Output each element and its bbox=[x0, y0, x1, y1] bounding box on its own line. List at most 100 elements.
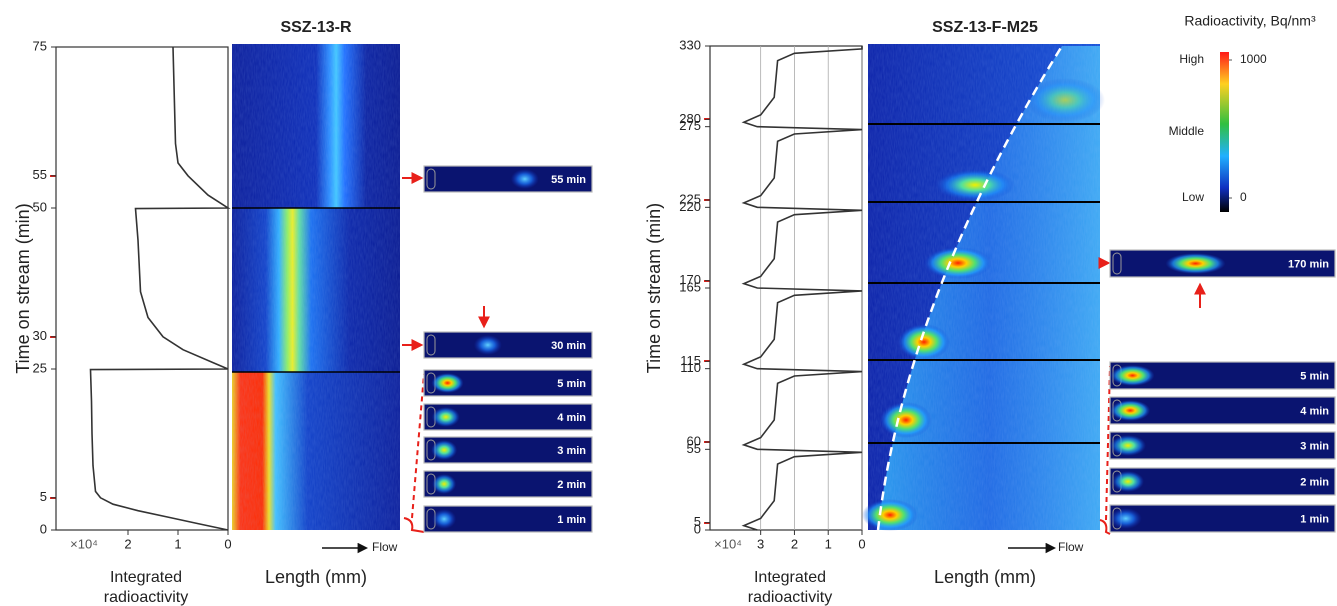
inset-image: 4 min bbox=[1109, 396, 1336, 425]
plot-frame bbox=[55, 46, 229, 531]
data-line bbox=[741, 46, 863, 531]
inset-spot bbox=[1109, 508, 1142, 529]
y-tick-label: 50 bbox=[33, 199, 47, 214]
colorbar-tick-label: 0 bbox=[1240, 190, 1247, 204]
colorbar-tick-label: 1000 bbox=[1240, 52, 1267, 66]
heatmap-left bbox=[232, 44, 400, 530]
inset-image: 30 min bbox=[423, 331, 593, 359]
inset-image: 5 min bbox=[423, 369, 593, 397]
y-tick-label: 280 bbox=[679, 111, 701, 126]
inset-bg bbox=[1109, 467, 1336, 496]
inset-label: 55 min bbox=[551, 174, 586, 186]
x-axis-label: radioactivity bbox=[748, 589, 832, 606]
inset-spot bbox=[432, 509, 457, 529]
inset-image: 2 min bbox=[1109, 467, 1336, 496]
heatmap-x-label: Length (mm) bbox=[265, 567, 367, 587]
inset-bg bbox=[423, 165, 593, 193]
y-tick-label: 170 bbox=[679, 272, 701, 287]
inset-label: 2 min bbox=[1300, 476, 1329, 488]
colorbar-middle: Middle bbox=[1169, 124, 1205, 138]
y-tick-label: 225 bbox=[679, 191, 701, 206]
heatmap-x-label: Length (mm) bbox=[934, 567, 1036, 587]
x-tick-label: 3 bbox=[757, 536, 764, 551]
inset-spot bbox=[1110, 400, 1151, 421]
inset-label: 2 min bbox=[557, 479, 586, 491]
flow-label: Flow bbox=[1058, 540, 1084, 554]
y-tick-label: 220 bbox=[679, 199, 701, 214]
y-axis-label: Time on stream (min) bbox=[13, 203, 33, 373]
colorbar-low: Low bbox=[1182, 190, 1204, 204]
y-tick-label: 55 bbox=[687, 441, 701, 456]
inset-spot bbox=[1165, 253, 1226, 274]
inset-spot bbox=[431, 373, 464, 393]
data-line bbox=[89, 46, 231, 531]
inset-image: 5 min bbox=[1109, 361, 1336, 390]
inset-spot bbox=[1110, 435, 1146, 456]
x-axis-label: radioactivity bbox=[104, 589, 188, 606]
inset-label: 170 min bbox=[1288, 258, 1329, 270]
inset-label: 3 min bbox=[1300, 440, 1329, 452]
y-tick-label: 30 bbox=[33, 328, 47, 343]
inset-image: 4 min bbox=[423, 403, 593, 431]
inset-image: 3 min bbox=[1109, 431, 1336, 460]
inset-spot bbox=[473, 335, 502, 355]
y-tick-label: 275 bbox=[679, 118, 701, 133]
inset-spot bbox=[432, 474, 457, 494]
inset-label: 1 min bbox=[557, 514, 586, 526]
y-tick-label: 75 bbox=[33, 38, 47, 53]
y-tick-label: 5 bbox=[694, 514, 701, 529]
inset-cap bbox=[426, 168, 436, 190]
inset-image: 55 min bbox=[423, 165, 593, 193]
inset-spot bbox=[510, 169, 539, 189]
inset-image: 1 min bbox=[1109, 504, 1336, 533]
inset-spot bbox=[431, 407, 460, 427]
y-tick-label: 60 bbox=[687, 433, 701, 448]
x-axis-label: Integrated bbox=[754, 569, 826, 586]
x-multiplier: ×10⁴ bbox=[70, 536, 98, 551]
inset-image: 1 min bbox=[423, 505, 593, 533]
y-axis-label: Time on stream (min) bbox=[644, 203, 664, 373]
inset-label: 1 min bbox=[1300, 513, 1329, 525]
x-axis-label: Integrated bbox=[110, 569, 182, 586]
inset-bg bbox=[423, 331, 593, 359]
inset-image: 170 min bbox=[1109, 249, 1336, 278]
heatmap-right bbox=[862, 44, 1105, 531]
inset-label: 4 min bbox=[1300, 405, 1329, 417]
inset-spot bbox=[1112, 471, 1144, 492]
y-tick-label: 0 bbox=[694, 521, 701, 536]
inset-label: 5 min bbox=[557, 378, 586, 390]
y-tick-label: 55 bbox=[33, 167, 47, 182]
colorbar-title: Radioactivity, Bq/nm³ bbox=[1184, 13, 1316, 29]
panel-title: SSZ-13-R bbox=[280, 19, 352, 36]
x-tick-label: 1 bbox=[174, 536, 181, 551]
x-tick-label: 1 bbox=[825, 536, 832, 551]
colorbar bbox=[1220, 52, 1229, 212]
inset-label: 30 min bbox=[551, 340, 586, 352]
y-tick-label: 330 bbox=[679, 37, 701, 52]
y-tick-label: 110 bbox=[680, 360, 701, 375]
inset-label: 3 min bbox=[557, 445, 586, 457]
colorbar-high: High bbox=[1179, 52, 1204, 66]
inset-cap bbox=[426, 334, 436, 356]
y-tick-label: 0 bbox=[40, 521, 47, 536]
x-tick-label: 2 bbox=[791, 536, 798, 551]
y-tick-label: 25 bbox=[33, 360, 47, 375]
y-tick-label: 5 bbox=[40, 489, 47, 504]
y-tick-label: 165 bbox=[679, 279, 701, 294]
x-tick-label: 2 bbox=[124, 536, 131, 551]
inset-image: 2 min bbox=[423, 470, 593, 498]
x-multiplier: ×10⁴ bbox=[714, 536, 742, 551]
y-tick-label: 115 bbox=[680, 353, 701, 368]
inset-bg bbox=[1109, 504, 1336, 533]
inset-label: 4 min bbox=[557, 412, 586, 424]
x-tick-label: 0 bbox=[858, 536, 865, 551]
inset-image: 3 min bbox=[423, 436, 593, 464]
panel-title: SSZ-13-F-M25 bbox=[932, 19, 1038, 36]
inset-spot bbox=[431, 440, 458, 460]
flow-label: Flow bbox=[372, 540, 398, 554]
inset-spot bbox=[1110, 365, 1155, 386]
x-tick-label: 0 bbox=[224, 536, 231, 551]
inset-cap bbox=[1112, 252, 1122, 275]
inset-label: 5 min bbox=[1300, 370, 1329, 382]
